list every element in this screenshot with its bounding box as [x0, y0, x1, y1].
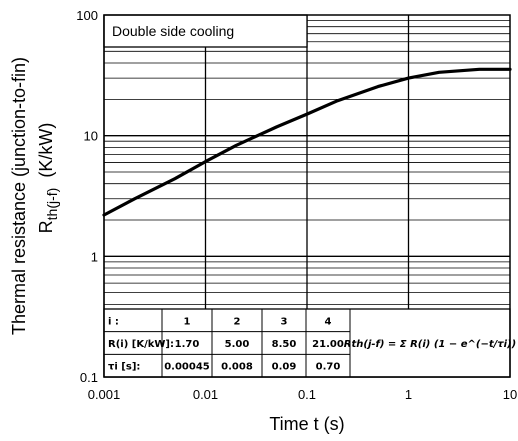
inset-title: Double side cooling: [112, 23, 234, 39]
y-tick-label: 1: [91, 249, 98, 264]
x-tick-label: 10: [503, 387, 517, 402]
table-cell: 5.00: [225, 339, 250, 350]
table-row-label: i :: [108, 316, 119, 327]
y-axis-symbol-subscript: th(j-f): [44, 188, 60, 221]
inset-label-box: Double side cooling: [103, 14, 308, 48]
x-axis-label: Time t (s): [269, 414, 344, 434]
table-row-label: τi [s]:: [108, 362, 140, 373]
table-cell: 1: [184, 316, 191, 327]
table-cell: 3: [281, 316, 288, 327]
y-tick-label: 0.1: [80, 370, 98, 385]
table-cell: 8.50: [272, 339, 297, 350]
table-cell: 0.09: [272, 362, 297, 373]
y-axis-label: Thermal resistance (junction-to-fin): [9, 57, 29, 335]
table-cell: 2: [234, 316, 241, 327]
plot-frame: [103, 14, 511, 378]
table-cell: 1.70: [175, 339, 200, 350]
x-tick-label: 0.01: [193, 387, 218, 402]
table-row-label: R(i) [K/kW]:: [108, 339, 174, 350]
table-frame: [103, 308, 511, 378]
y-tick-label: 10: [84, 129, 98, 144]
y-axis-symbol: R: [36, 220, 56, 233]
table-cell: 4: [325, 316, 332, 327]
y-axis-symbol-label: Rth(j-f) (K/kW): [36, 123, 60, 234]
x-tick-label: 0.1: [298, 387, 316, 402]
x-tick-label: 1: [405, 387, 412, 402]
table-cell: 0.00045: [164, 362, 210, 373]
table-cell: 21.00: [312, 339, 344, 350]
rth-formula: Rth(j-f) = Σ R(i) (1 − e^(−t/τi)): [344, 339, 516, 350]
rth-parameter-table: i : R(i) [K/kW]: τi [s]: 1 2 3 4 1.70 5.00 8.50 21…: [103, 308, 516, 378]
grid: [103, 15, 510, 378]
table-cell: 0.70: [316, 362, 341, 373]
y-axis-unit: (K/kW): [36, 123, 56, 178]
series-curve: [102, 67, 512, 217]
y-tick-label: 100: [76, 8, 98, 23]
curve-group: [102, 67, 512, 217]
x-tick-label: 0.001: [88, 387, 121, 402]
tick-labels: 0.001 0.01 0.1 1 10 0.1 1 10 100: [76, 8, 517, 402]
table-cell: 0.008: [221, 362, 253, 373]
